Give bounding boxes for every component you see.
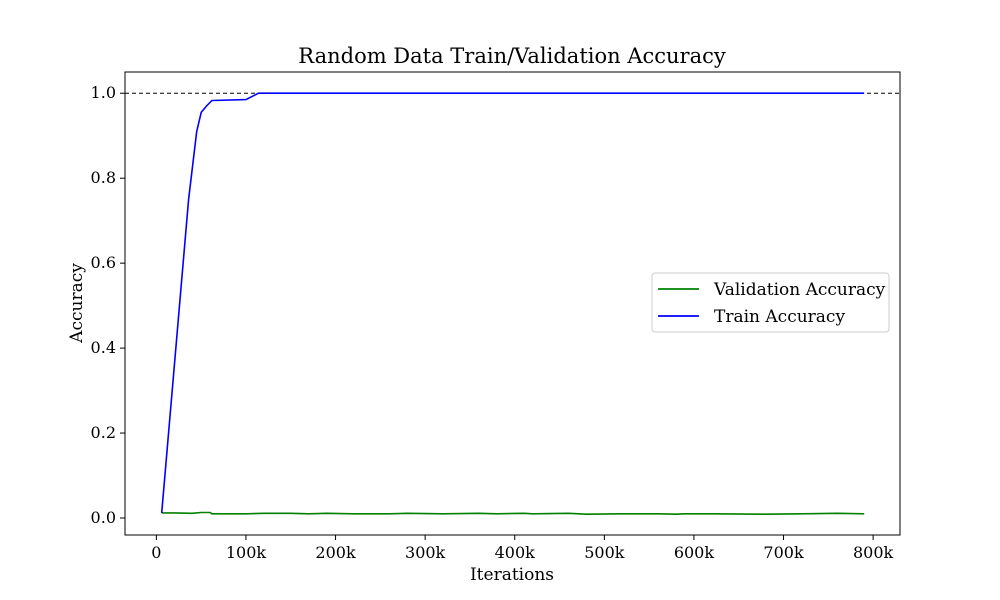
legend-label: Validation Accuracy [713,280,886,300]
x-axis-label: Iterations [470,565,554,585]
y-tick-label: 1.0 [91,83,116,102]
x-tick-label: 300k [405,543,446,562]
x-tick-label: 700k [763,543,804,562]
y-tick-label: 0.8 [91,168,116,187]
x-tick-label: 600k [674,543,715,562]
legend-label: Train Accuracy [714,307,845,327]
legend-box [651,272,890,333]
y-tick-label: 0.4 [91,338,116,357]
x-tick-label: 0 [151,543,161,562]
train-accuracy-line [160,92,865,513]
validation-accuracy-line [161,511,865,516]
x-tick-label: 800k [853,543,894,562]
x-tick-label: 100k [226,543,267,562]
y-tick-label: 0.2 [91,423,116,442]
y-tick-label: 0.0 [91,508,116,527]
chart-title: Random Data Train/Validation Accuracy [298,44,726,68]
x-tick-label: 400k [495,543,536,562]
y-tick-label: 0.6 [91,253,116,272]
x-tick-label: 200k [315,543,356,562]
x-tick-label: 500k [584,543,625,562]
axes-frame [124,71,901,536]
y-axis-label: Accuracy [67,263,87,344]
plot-area: 0 100k 200k 300k 400k 500k 600k 700k 800k 0.0 0.2 0… [91,71,901,562]
